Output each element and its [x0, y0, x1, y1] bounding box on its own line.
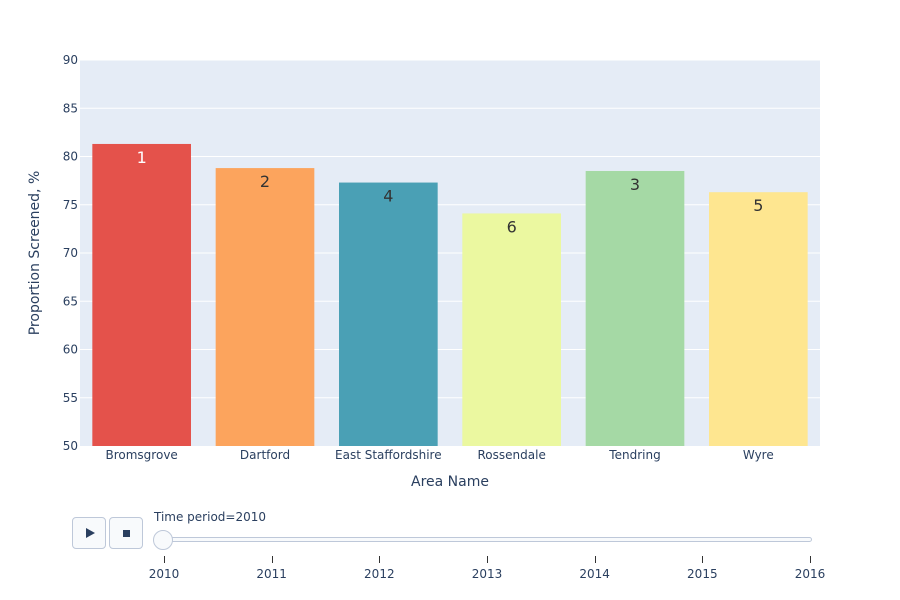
slider-track[interactable]	[164, 537, 812, 542]
y-tick-label: 75	[63, 198, 78, 212]
slider-tick	[702, 556, 704, 563]
x-axis-title: Area Name	[411, 474, 489, 490]
slider-step-label[interactable]: 2010	[148, 567, 180, 581]
play-icon	[85, 528, 95, 538]
bars: 1 2 4 6 3 5	[92, 143, 808, 446]
x-tick-label: Wyre	[743, 448, 774, 462]
y-tick-label: 70	[63, 246, 78, 260]
bar-rossendale[interactable]	[462, 213, 561, 446]
slider-step-label[interactable]: 2011	[256, 567, 287, 581]
bar-chart: 1 2 4 6 3 5 50 55 60 65 70 75 80 85 90 Bromsgrove Dart…	[27, 53, 820, 490]
y-axis-title: Proportion Screened, %	[27, 171, 43, 336]
bar-label: 1	[137, 148, 147, 167]
slider-tick	[164, 556, 165, 563]
y-tick-label: 55	[63, 391, 78, 405]
bar-dartford[interactable]	[215, 168, 315, 446]
bar-wyre[interactable]	[709, 192, 808, 446]
bar-label: 4	[383, 187, 393, 206]
bar-label: 3	[630, 175, 640, 194]
slider-step-label[interactable]: 2015	[687, 567, 718, 581]
bar-tendring[interactable]	[585, 170, 685, 446]
gridlines	[80, 59, 820, 399]
slider-step-label[interactable]: 2013	[471, 567, 503, 581]
slider-tick	[379, 556, 381, 563]
y-tick-label: 80	[63, 150, 78, 164]
y-tick-label: 50	[63, 439, 78, 453]
x-tick-labels: Bromsgrove Dartford East Staffordshire Ross…	[106, 448, 774, 462]
slider-handle[interactable]	[153, 530, 173, 550]
play-button[interactable]	[72, 517, 106, 549]
y-tick-label: 65	[63, 294, 78, 308]
y-tick-label: 60	[63, 343, 78, 357]
x-tick-label: Dartford	[240, 448, 290, 462]
slider-tick	[487, 556, 488, 563]
slider-tick	[810, 556, 811, 563]
x-tick-label: East Staffordshire	[335, 448, 442, 462]
bar-label: 2	[260, 172, 270, 191]
slider-tick	[271, 556, 273, 563]
slider-tick	[594, 556, 596, 563]
y-tick-labels: 50 55 60 65 70 75 80 85 90	[63, 53, 78, 453]
slider-step-label[interactable]: 2014	[579, 567, 610, 581]
y-tick-label: 90	[63, 53, 78, 67]
x-tick-label: Tendring	[608, 448, 660, 462]
bar-label: 5	[753, 196, 763, 215]
x-tick-label: Rossendale	[478, 448, 546, 462]
slider-step-label[interactable]: 2012	[364, 567, 395, 581]
slider-step-label[interactable]: 2016	[794, 567, 826, 581]
bar-bromsgrove[interactable]	[92, 143, 191, 446]
slider-current-label: Time period=2010	[154, 510, 267, 524]
stop-button[interactable]	[109, 517, 143, 549]
stop-icon	[122, 529, 130, 537]
bar-label: 6	[507, 217, 517, 236]
bar-east-staffordshire[interactable]	[339, 182, 438, 446]
x-tick-label: Bromsgrove	[106, 448, 178, 462]
y-tick-label: 85	[63, 101, 78, 115]
